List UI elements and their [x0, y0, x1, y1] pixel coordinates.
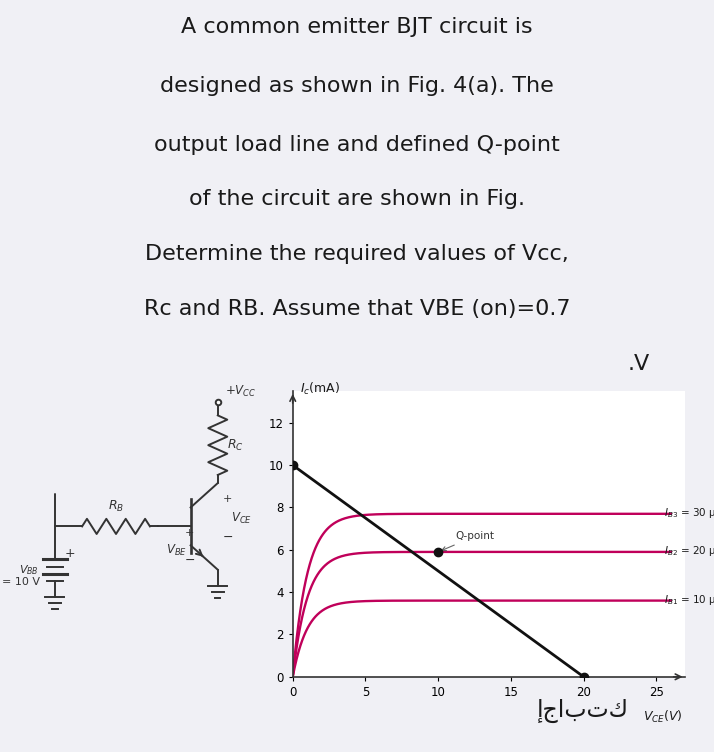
Text: of the circuit are shown in Fig.: of the circuit are shown in Fig. [189, 190, 525, 209]
Text: Determine the required values of Vcc,: Determine the required values of Vcc, [145, 244, 569, 264]
Text: $V_{CE}(V)$: $V_{CE}(V)$ [643, 708, 683, 725]
Text: designed as shown in Fig. 4(a). The: designed as shown in Fig. 4(a). The [160, 76, 554, 96]
Text: +: + [64, 547, 75, 559]
Text: A common emitter BJT circuit is: A common emitter BJT circuit is [181, 17, 533, 38]
Text: +: + [185, 528, 194, 538]
Text: Rc and RB. Assume that VBE (on)=0.7: Rc and RB. Assume that VBE (on)=0.7 [144, 299, 570, 319]
Text: $-$: $-$ [222, 530, 233, 543]
Text: $R_C$: $R_C$ [227, 438, 244, 453]
Text: إجابتك: إجابتك [536, 699, 628, 723]
Text: $I_c$(mA): $I_c$(mA) [300, 381, 341, 397]
Text: $V_{BB}$: $V_{BB}$ [19, 562, 39, 577]
Text: $R_B$: $R_B$ [108, 499, 124, 514]
Text: $I_{B3}$ = 30 μA: $I_{B3}$ = 30 μA [663, 506, 714, 520]
Text: output load line and defined Q-point: output load line and defined Q-point [154, 135, 560, 155]
Text: $I_{B1}$ = 10 μA: $I_{B1}$ = 10 μA [663, 593, 714, 607]
Text: .V: .V [628, 353, 650, 374]
Text: $V_{CE}$: $V_{CE}$ [231, 511, 252, 526]
Text: = 10 V: = 10 V [2, 577, 40, 587]
Text: Q-point: Q-point [442, 531, 495, 550]
Text: $I_{B2}$ = 20 μA: $I_{B2}$ = 20 μA [663, 544, 714, 558]
Text: $-$: $-$ [183, 553, 195, 566]
Text: +: + [223, 494, 232, 504]
Text: $+ V_{CC}$: $+ V_{CC}$ [225, 384, 256, 399]
Text: $V_{BE}$: $V_{BE}$ [166, 543, 186, 558]
